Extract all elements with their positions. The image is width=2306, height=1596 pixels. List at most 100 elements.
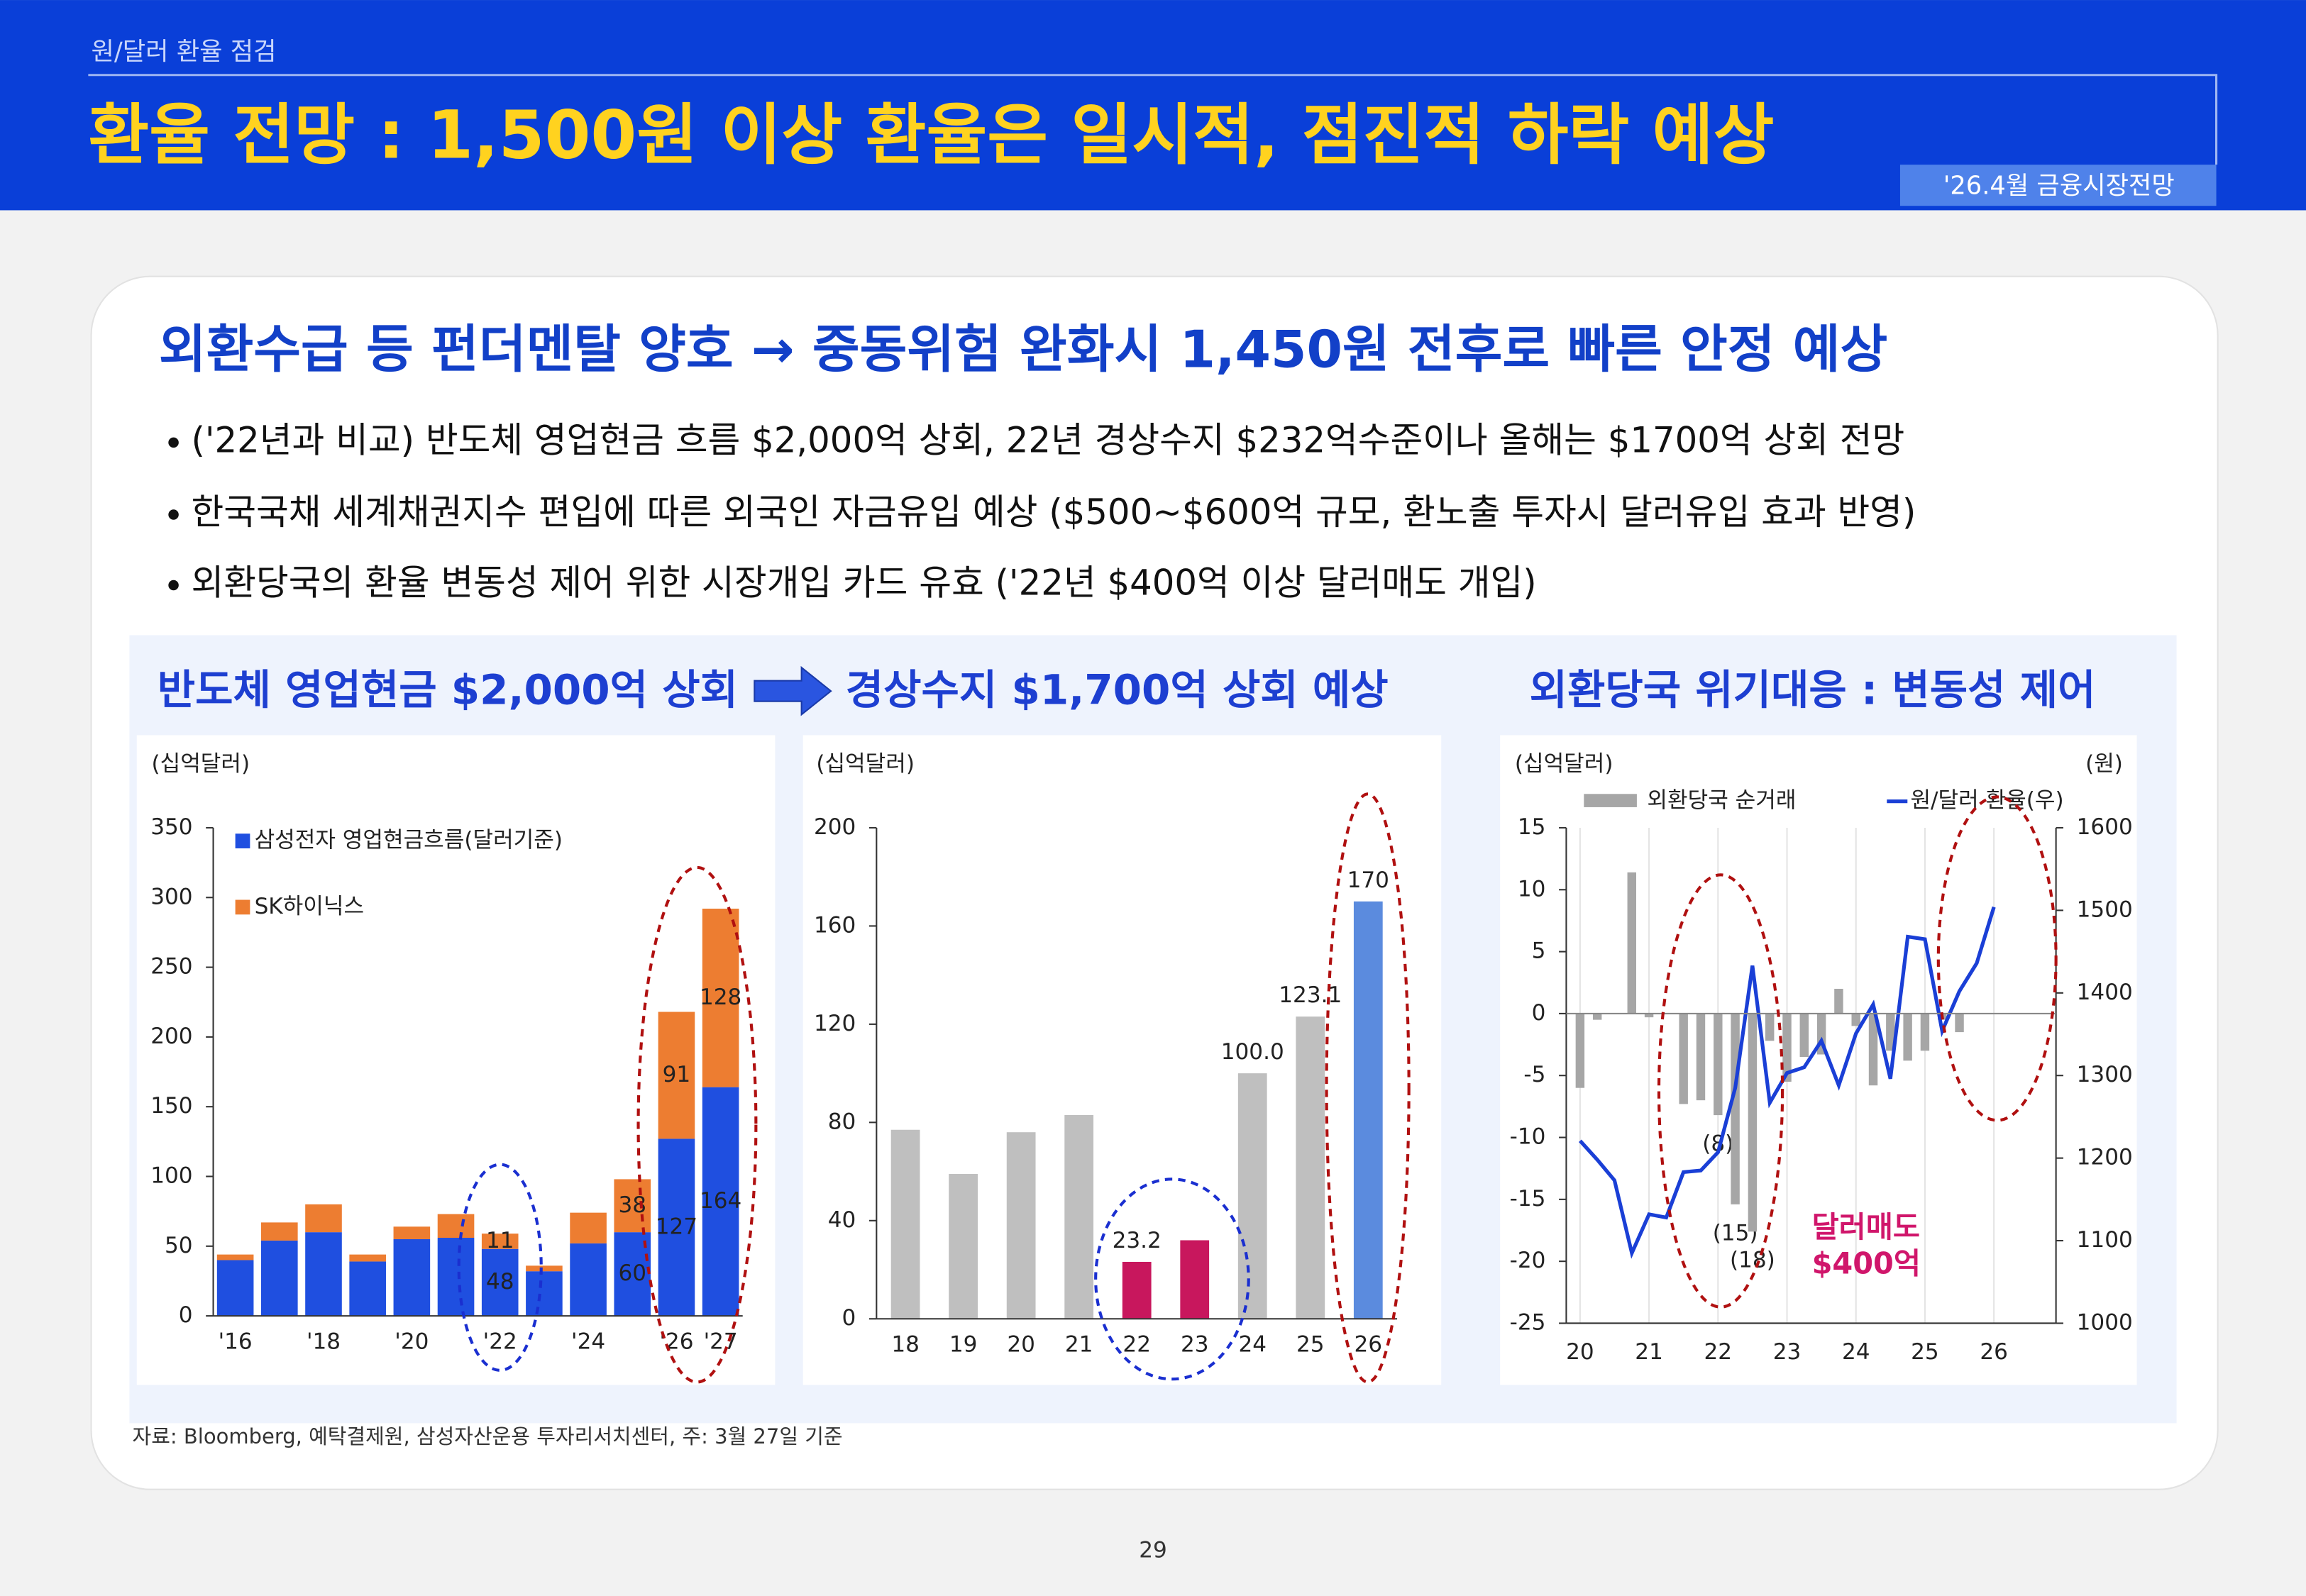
legend-swatch [235,899,250,915]
y2-tick-label: 1200 [2077,1145,2133,1170]
bullet-dot [168,580,179,591]
bar [1627,872,1637,1014]
y-tick-label: -25 [1510,1309,1546,1335]
data-label: 23.2 [1113,1228,1162,1253]
y-tick-label: 0 [1532,1000,1546,1026]
legend-swatch [235,833,250,848]
x-tick-label: 21 [1065,1332,1093,1358]
bar [1765,1013,1775,1041]
y-tick-label: -15 [1510,1186,1546,1212]
y-tick-label: 160 [814,912,856,938]
legend-swatch [1584,794,1637,807]
data-label: 123.1 [1279,982,1342,1008]
legend-label: 원/달러 환율(우) [1910,788,2063,814]
y-tick-label: 0 [842,1305,856,1331]
panel-title: 반도체 영업현금 $2,000억 상회 [158,665,738,714]
x-tick-label: 23 [1181,1332,1209,1358]
data-label: 127 [656,1214,697,1239]
data-label: 128 [700,985,741,1010]
panel-title: 외환당국 위기대응 : 변동성 제어 [1530,665,2096,714]
bar-segment [658,1138,695,1317]
bullet-dot [168,437,179,448]
legend-label: 삼성전자 영업현금흐름(달러기준) [255,828,563,853]
bar [1731,1013,1740,1204]
annotation: $400억 [1812,1247,1921,1281]
bar [1714,1013,1723,1116]
bar-segment [216,1254,254,1260]
x-tick-label: '16 [219,1329,253,1354]
x-tick-label: 18 [891,1332,920,1358]
y2-tick-label: 1600 [2077,814,2133,840]
bar-segment [526,1271,563,1317]
y-tick-label: 40 [828,1207,856,1233]
bar-segment [702,1087,739,1317]
bar [1592,1013,1602,1020]
bar [1575,1013,1585,1088]
bar-segment [261,1240,298,1317]
bar-segment [305,1232,342,1317]
data-label: (18) [1730,1248,1775,1273]
data-label: 91 [663,1062,691,1087]
data-label: 60 [618,1260,646,1286]
data-label: 48 [486,1269,514,1295]
x-tick-label: 22 [1704,1339,1733,1365]
bullet: 한국국채 세계채권지수 편입에 따른 외국인 자금유입 예상 ($500~$60… [191,492,1916,533]
x-tick-label: 21 [1635,1339,1663,1365]
bar-segment [658,1012,695,1139]
badge [1899,165,2217,206]
y-tick-label: -5 [1523,1062,1545,1087]
x-tick-label: '20 [395,1329,429,1354]
highlights [457,792,2058,1384]
x-tick-label: 19 [949,1332,978,1358]
panel-title: 경상수지 $1,700억 상회 예상 [846,665,1389,714]
bar-segment [481,1248,519,1317]
chart-box [1500,735,2137,1385]
y-tick-label: 120 [814,1011,856,1036]
y2-tick-label: 1500 [2077,897,2133,922]
x-tick-label: 26 [1980,1339,2008,1365]
y2-unit-label: (원) [2085,751,2123,777]
x-tick-label: 20 [1007,1332,1035,1358]
bar-segment [702,909,739,1087]
bar [1903,1013,1912,1061]
header-rule [88,74,2218,165]
arrow [754,665,832,716]
x-tick-label: '22 [483,1329,517,1354]
highlight-ellipse [1657,873,1784,1309]
bar [1296,1016,1325,1319]
x-tick-label: 20 [1566,1339,1594,1365]
x-tick-label: '27 [704,1329,738,1354]
bar-segment [393,1238,431,1317]
y-unit-label: (십억달러) [1515,751,1613,777]
page-title: 환율 전망 : 1,500원 이상 환율은 일시적, 점진적 하락 예상 [88,96,1774,173]
x-tick-label: 24 [1238,1332,1267,1358]
bar [1696,1013,1706,1101]
x-tick-label: 23 [1773,1339,1802,1365]
bar [1920,1013,1930,1051]
y2-tick-label: 1100 [2077,1227,2133,1253]
x-tick-label: '18 [307,1329,341,1354]
x-tick-label: 25 [1911,1339,1939,1365]
x-tick-label: 26 [1355,1332,1383,1358]
bar-segment [393,1226,431,1239]
highlight-ellipse [1094,1177,1250,1381]
bar [1782,1013,1792,1082]
bar [890,1129,920,1319]
y-tick-label: 5 [1532,938,1546,964]
x-tick-label: 22 [1122,1332,1151,1358]
source: 자료: Bloomberg, 예탁결제원, 삼성자산운용 투자리서치센터, 주:… [133,1424,843,1448]
line [1578,906,1996,1259]
highlight-ellipse [1325,792,1411,1384]
bar [1851,1013,1860,1026]
y2-tick-label: 1400 [2077,980,2133,1005]
bar-segment [614,1179,651,1233]
bar [1679,1013,1688,1104]
y2-tick-label: 1300 [2077,1062,2133,1087]
bar-segment [437,1214,475,1238]
bar [1748,1013,1758,1232]
bar-segment [216,1260,254,1317]
bar-segment [570,1243,607,1317]
y-tick-label: 50 [165,1233,193,1258]
badge-text: '26.4월 금융시장전망 [1943,171,2175,200]
